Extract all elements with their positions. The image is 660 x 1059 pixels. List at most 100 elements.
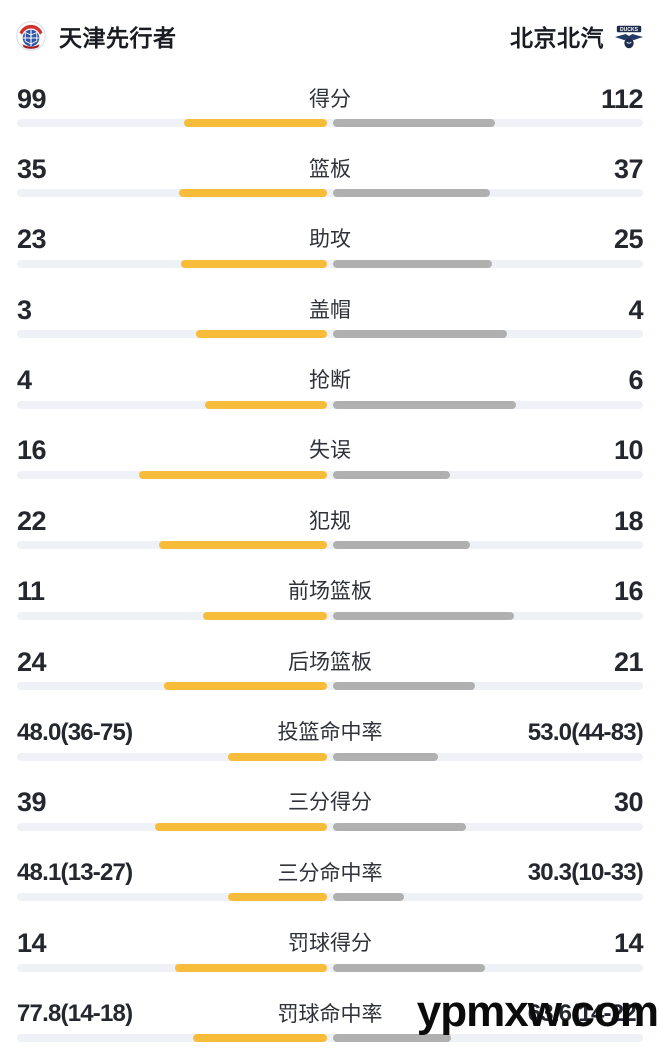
away-stat-value: 21 — [613, 646, 644, 677]
stat-row: 39 三分得分 30 — [0, 778, 660, 848]
away-stat-bar — [333, 611, 514, 620]
home-stat-value: 16 — [17, 435, 47, 466]
home-stat-bar — [205, 400, 327, 409]
stat-row: 22 犯规 18 — [0, 496, 660, 566]
stat-row: 16 失误 10 — [0, 426, 660, 496]
stat-label: 投篮命中率 — [277, 721, 383, 745]
home-stat-value: 48.1(13-27) — [17, 859, 133, 887]
away-stat-bar — [333, 470, 450, 479]
stat-values-line: 77.8(14-18) 罚球命中率 63.6(14-22) — [17, 997, 644, 1031]
stat-label: 失误 — [309, 439, 351, 463]
away-stat-value: 112 — [600, 83, 644, 114]
home-stat-value: 48.0(36-75) — [17, 718, 133, 746]
watermark: ypmxw.com — [416, 987, 659, 1036]
home-stat-value: 24 — [17, 646, 47, 677]
home-stat-bar — [228, 752, 327, 761]
stat-bar-track — [17, 330, 643, 339]
away-stat-bar — [333, 963, 485, 972]
home-stat-bar — [179, 189, 327, 198]
away-stat-bar — [333, 752, 438, 761]
match-header: 天津先行者 北京北汽 DUCKS — [0, 0, 660, 52]
stat-values-line: 16 失误 10 — [17, 434, 644, 468]
home-stat-bar — [193, 1034, 327, 1043]
stat-label: 前场篮板 — [288, 580, 372, 604]
stat-row: 35 篮板 37 — [0, 144, 660, 214]
away-stat-value: 16 — [613, 576, 644, 607]
away-stat-bar — [333, 400, 516, 409]
stat-bar-track — [17, 400, 643, 409]
away-stat-value: 37 — [613, 153, 644, 184]
away-stat-bar — [333, 682, 475, 691]
home-stat-bar — [139, 470, 327, 479]
home-stat-bar — [184, 119, 327, 127]
home-stat-bar — [181, 259, 327, 268]
away-stat-bar — [333, 259, 492, 268]
stat-values-line: 22 犯规 18 — [17, 504, 644, 538]
home-stat-bar — [155, 822, 327, 831]
stat-row: 99 得分 112 — [0, 74, 660, 144]
away-team-name: 北京北汽 — [510, 25, 604, 51]
home-stat-bar — [159, 541, 327, 550]
stat-row: 24 后场篮板 21 — [0, 637, 660, 707]
stat-bar-track — [17, 822, 643, 831]
home-stat-value: 11 — [17, 576, 45, 607]
stat-values-line: 14 罚球得分 14 — [17, 927, 644, 961]
home-stat-value: 22 — [17, 505, 47, 536]
home-stat-value: 39 — [17, 787, 47, 818]
away-stat-value: 14 — [613, 928, 644, 959]
stat-label: 盖帽 — [309, 298, 351, 322]
stat-label: 得分 — [309, 87, 351, 111]
away-stat-value: 30 — [613, 787, 644, 818]
stat-label: 罚球命中率 — [277, 1002, 383, 1026]
stat-values-line: 48.0(36-75) 投篮命中率 53.0(44-83) — [17, 716, 644, 750]
stat-bar-track — [17, 541, 643, 550]
home-team-logo-icon — [16, 21, 46, 51]
stat-values-line: 99 得分 112 — [17, 82, 644, 116]
stat-bar-track — [17, 752, 643, 761]
stat-bar-track — [17, 470, 643, 479]
stat-values-line: 11 前场篮板 16 — [17, 575, 644, 609]
home-stat-bar — [196, 330, 327, 339]
stat-label: 助攻 — [309, 228, 351, 252]
stat-label: 后场篮板 — [288, 650, 372, 674]
away-stat-value: 63.6(14-22) — [527, 1000, 644, 1028]
home-stat-bar — [203, 611, 327, 620]
stat-row: 11 前场篮板 16 — [0, 567, 660, 637]
home-stat-value: 35 — [17, 153, 47, 184]
stat-label: 抢断 — [309, 369, 351, 393]
away-stat-bar — [333, 189, 490, 198]
away-stat-value: 18 — [613, 505, 644, 536]
away-stat-value: 4 — [628, 294, 643, 325]
away-stat-value: 30.3(10-33) — [527, 859, 644, 887]
away-stat-value: 10 — [613, 435, 644, 466]
home-stat-value: 14 — [17, 928, 47, 959]
stat-row: 77.8(14-18) 罚球命中率 63.6(14-22) — [0, 989, 660, 1059]
stat-values-line: 48.1(13-27) 三分命中率 30.3(10-33) — [17, 856, 644, 890]
stat-row: 48.1(13-27) 三分命中率 30.3(10-33) — [0, 848, 660, 918]
away-stat-bar — [333, 1034, 451, 1043]
away-stat-value: 6 — [628, 365, 643, 396]
away-stat-value: 25 — [613, 224, 644, 255]
stat-label: 罚球得分 — [288, 932, 372, 956]
home-stat-bar — [164, 682, 327, 691]
away-stat-bar — [333, 893, 404, 902]
stat-bar-track — [17, 611, 643, 620]
stat-bar-track — [17, 893, 643, 902]
stat-row: 48.0(36-75) 投篮命中率 53.0(44-83) — [0, 708, 660, 778]
stat-bar-track — [17, 682, 643, 691]
stat-bar-track — [17, 119, 643, 127]
stat-label: 三分命中率 — [277, 861, 383, 885]
away-stat-bar — [333, 541, 470, 550]
stat-values-line: 35 篮板 37 — [17, 152, 644, 186]
away-stat-value: 53.0(44-83) — [527, 718, 644, 746]
home-stat-bar — [228, 893, 327, 902]
home-stat-bar — [175, 963, 327, 972]
stat-row: 14 罚球得分 14 — [0, 919, 660, 989]
stat-label: 犯规 — [309, 509, 351, 533]
stat-values-line: 23 助攻 25 — [17, 223, 644, 257]
stat-values-line: 3 盖帽 4 — [17, 293, 643, 327]
stat-label: 篮板 — [309, 157, 351, 181]
home-stat-value: 4 — [17, 365, 32, 396]
stat-label: 三分得分 — [288, 791, 372, 815]
home-stat-value: 3 — [17, 294, 32, 325]
